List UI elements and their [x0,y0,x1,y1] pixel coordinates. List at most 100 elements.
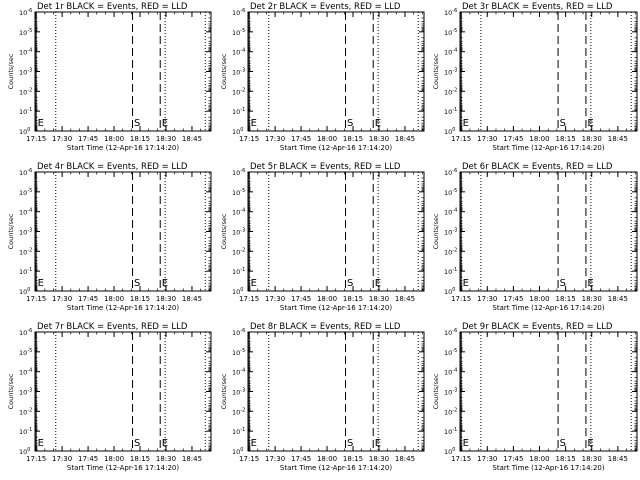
chart-panel-8: Det 8r BLACK = Events, RED = LLD 100 10-1 1… [220,322,425,472]
x-tick-label: 17:15 [239,455,259,463]
x-tick-label: 17:15 [239,295,259,303]
chart-panel-9: Det 9r BLACK = Events, RED = LLD 100 10-1 1… [432,322,638,472]
marker-label-s: S [560,278,566,289]
x-axis-label: Start Time (12-Apr-16 17:14:20) [67,304,179,312]
marker-label-s: S [347,278,353,289]
x-tick-label: 18:45 [395,455,415,463]
chart-panel-6: Det 6r BLACK = Events, RED = LLD 100 10-1 1… [432,162,638,312]
y-tick-label: 10-3 [232,388,245,397]
marker-label-e: E [375,278,381,289]
y-tick-label: 10-2 [444,407,457,416]
x-axis-label: Start Time (12-Apr-16 17:14:20) [492,144,604,152]
x-tick-label: 18:45 [395,295,415,303]
x-tick-label: 18:45 [608,455,628,463]
x-tick-label: 18:30 [156,455,176,463]
chart-panel-3: Det 3r BLACK = Events, RED = LLD 100 10-1 1… [432,2,638,152]
y-axis-label: Counts/sec [432,213,440,249]
y-tick-label: 10-1 [232,267,245,276]
x-tick-label: 17:30 [52,455,72,463]
marker-label-e: E [375,118,381,129]
y-tick-label: 10-1 [232,107,245,116]
y-tick-label: 10-2 [19,87,32,96]
y-axis-label: Counts/sec [432,373,440,409]
x-axis-label: Start Time (12-Apr-16 17:14:20) [280,304,392,312]
y-tick-label: 10-2 [232,87,245,96]
marker-label-s: S [134,438,140,449]
chart-panel-7: Det 7r BLACK = Events, RED = LLD 100 10-1 1… [7,322,212,472]
marker-label-s: S [560,438,566,449]
chart-title: Det 9r BLACK = Events, RED = LLD [462,322,613,332]
y-tick-label: 10-5 [444,348,457,357]
x-tick-label: 17:45 [291,295,311,303]
y-tick-label: 10-1 [444,427,457,436]
marker-label-e: E [162,278,168,289]
x-tick-label: 18:30 [582,135,602,143]
x-tick-label: 17:45 [78,455,98,463]
chart-title: Det 8r BLACK = Events, RED = LLD [250,322,401,332]
y-tick-label: 10-1 [444,267,457,276]
chart-panel-4: Det 4r BLACK = Events, RED = LLD 100 10-1 1… [7,162,212,312]
marker-label-s: S [347,438,353,449]
x-tick-label: 17:15 [451,135,471,143]
x-tick-label: 18:15 [130,295,150,303]
marker-label-s: S [134,278,140,289]
y-tick-label: 10-3 [444,388,457,397]
y-tick-label: 10-5 [232,188,245,197]
chart-title: Det 6r BLACK = Events, RED = LLD [462,162,613,172]
y-tick-label: 10-5 [444,28,457,37]
x-tick-label: 18:15 [556,135,576,143]
x-tick-label: 18:45 [608,295,628,303]
y-tick-label: 100 [232,447,243,456]
y-tick-label: 10-5 [19,348,32,357]
y-tick-label: 10-5 [232,348,245,357]
y-tick-label: 10-6 [19,328,32,337]
x-tick-label: 18:30 [156,295,176,303]
y-tick-label: 10-1 [232,427,245,436]
x-tick-label: 17:45 [78,135,98,143]
marker-label-e: E [375,438,381,449]
x-axis-label: Start Time (12-Apr-16 17:14:20) [492,304,604,312]
y-tick-label: 10-2 [232,247,245,256]
x-tick-label: 17:30 [265,295,285,303]
y-tick-label: 10-6 [232,8,245,17]
x-tick-label: 18:00 [317,295,337,303]
chart-title: Det 4r BLACK = Events, RED = LLD [37,162,188,172]
marker-label-e: E [251,438,257,449]
y-tick-label: 10-6 [444,8,457,17]
x-tick-label: 17:45 [503,455,523,463]
y-axis-label: Counts/sec [220,53,228,89]
y-tick-label: 10-3 [19,68,32,77]
marker-label-e: E [463,118,469,129]
y-tick-label: 10-5 [232,28,245,37]
y-tick-label: 10-2 [444,247,457,256]
y-tick-label: 100 [444,127,455,136]
chart-title: Det 7r BLACK = Events, RED = LLD [37,322,188,332]
x-axis-label: Start Time (12-Apr-16 17:14:20) [280,464,392,472]
y-tick-label: 10-3 [232,228,245,237]
x-tick-label: 18:00 [104,135,124,143]
y-axis-label: Counts/sec [7,373,15,409]
marker-label-e: E [463,438,469,449]
y-axis-label: Counts/sec [432,53,440,89]
marker-label-e: E [38,438,44,449]
x-tick-label: 17:45 [78,295,98,303]
x-tick-label: 18:45 [182,455,202,463]
y-tick-label: 100 [444,287,455,296]
y-tick-label: 10-2 [232,407,245,416]
marker-label-s: S [134,118,140,129]
y-tick-label: 10-5 [19,28,32,37]
chart-panel-1: Det 1r BLACK = Events, RED = LLD 100 10-1 1… [7,2,212,152]
x-tick-label: 18:15 [556,295,576,303]
y-tick-label: 10-6 [232,168,245,177]
x-tick-label: 17:15 [26,295,46,303]
x-tick-label: 17:15 [26,455,46,463]
x-tick-label: 17:15 [451,455,471,463]
x-axis-label: Start Time (12-Apr-16 17:14:20) [67,144,179,152]
y-tick-label: 10-3 [444,228,457,237]
x-tick-label: 18:45 [608,135,628,143]
x-tick-label: 17:30 [477,295,497,303]
marker-label-e: E [38,278,44,289]
x-tick-label: 17:45 [291,135,311,143]
